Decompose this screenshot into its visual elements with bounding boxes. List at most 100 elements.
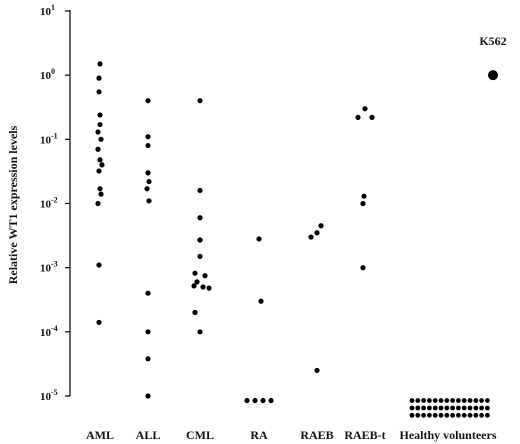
y-tick-label: 10-2 (40, 196, 58, 211)
data-point-healthy (415, 405, 421, 411)
data-point (145, 98, 151, 104)
data-point (97, 186, 103, 192)
data-point-healthy (450, 398, 455, 403)
data-point-healthy (438, 405, 444, 411)
data-points (95, 61, 490, 418)
data-point (96, 75, 102, 81)
data-point-healthy (432, 405, 438, 411)
data-point (252, 397, 258, 404)
category-label: RA (250, 428, 268, 442)
data-point-healthy (409, 412, 415, 418)
data-point (256, 236, 262, 242)
y-tick-base: 10 (40, 70, 52, 82)
data-point (206, 285, 212, 291)
data-point-healthy (485, 405, 490, 411)
data-point (145, 329, 151, 335)
data-point (96, 168, 102, 174)
data-point-healthy (415, 398, 421, 403)
data-point-healthy (456, 398, 461, 403)
data-point (362, 106, 368, 112)
data-point-healthy (479, 398, 484, 403)
data-point (97, 61, 103, 67)
data-point (308, 234, 314, 240)
data-point (146, 178, 152, 185)
data-point-healthy (467, 398, 473, 403)
data-point (197, 253, 203, 259)
y-tick-base: 10 (40, 134, 52, 146)
category-label: RAEB-t (344, 428, 385, 442)
data-point-healthy (421, 405, 426, 411)
y-tick-exponent: -2 (51, 196, 58, 205)
data-point (144, 186, 150, 192)
data-point (318, 223, 324, 229)
data-point (360, 265, 366, 271)
data-point (268, 397, 274, 404)
data-point (314, 230, 320, 236)
data-point (260, 397, 266, 404)
y-tick-label: 10-5 (40, 388, 58, 403)
data-point-healthy (438, 412, 444, 418)
data-point (95, 146, 101, 152)
y-axis-label: Relative WT1 expression levels (6, 125, 20, 284)
data-point-healthy (450, 405, 455, 411)
data-point (314, 367, 320, 374)
data-point (97, 157, 103, 163)
y-tick-exponent: -1 (51, 131, 58, 140)
data-point-healthy (438, 398, 444, 403)
data-point (191, 283, 197, 289)
data-point-healthy (479, 412, 484, 418)
category-label: AML (86, 428, 114, 442)
data-point (96, 319, 102, 326)
category-label: RAEB (300, 428, 333, 442)
data-point-healthy (473, 412, 479, 418)
category-label: ALL (136, 428, 161, 442)
data-point (96, 89, 102, 95)
data-point (145, 393, 151, 399)
data-point (360, 200, 366, 207)
data-point (97, 121, 103, 128)
y-tick-label: 100 (40, 67, 55, 82)
data-point (96, 262, 102, 268)
data-point-healthy (485, 398, 490, 403)
data-point-healthy (456, 405, 461, 411)
data-point (145, 134, 151, 140)
data-point-healthy (427, 405, 432, 411)
data-point (197, 237, 203, 243)
y-tick-label: 101 (40, 3, 55, 18)
category-label: Healthy volunteers (400, 428, 497, 442)
data-point (197, 187, 203, 194)
data-point (258, 298, 264, 304)
data-point (98, 191, 104, 197)
k562-point (488, 70, 498, 81)
data-point (95, 129, 101, 135)
data-point (146, 198, 152, 204)
data-point-healthy (421, 412, 426, 418)
data-point-healthy (444, 398, 450, 403)
data-point-healthy (467, 405, 473, 411)
data-point-healthy (479, 405, 484, 411)
data-point-healthy (432, 398, 438, 403)
data-point (355, 114, 361, 120)
data-point-healthy (421, 398, 426, 403)
data-point-healthy (432, 412, 438, 418)
data-point-healthy (444, 412, 450, 418)
data-point (145, 356, 151, 362)
y-tick-label: 10-3 (40, 260, 58, 275)
data-point-healthy (467, 412, 473, 418)
data-point (95, 200, 101, 207)
data-point (200, 284, 206, 290)
data-point-healthy (415, 412, 421, 418)
data-point-healthy (473, 398, 479, 403)
data-point (145, 142, 151, 149)
data-point (194, 279, 200, 285)
y-tick-exponent: -4 (51, 324, 58, 333)
y-tick-base: 10 (40, 6, 52, 18)
data-point-healthy (456, 412, 461, 418)
y-tick-exponent: 1 (51, 3, 55, 12)
data-point-healthy (409, 405, 415, 411)
data-point-healthy (461, 405, 467, 411)
data-point (99, 162, 105, 168)
data-point (97, 112, 103, 118)
